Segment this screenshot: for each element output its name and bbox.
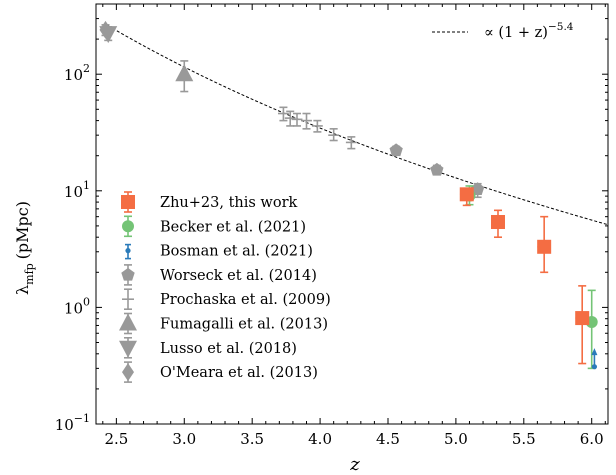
y-tick-label-exponent: −1 <box>74 412 90 425</box>
legend-label: Zhu+23, this work <box>160 195 297 211</box>
data-marks-layer <box>99 20 598 370</box>
point-marker <box>430 162 444 176</box>
y-tick-label-exponent: 0 <box>83 295 90 308</box>
data-point <box>345 136 357 150</box>
legend-marker <box>121 195 135 209</box>
legend-label: O'Meara et al. (2013) <box>160 365 318 381</box>
point-marker <box>537 239 552 254</box>
fit-legend-label-exponent: −5.4 <box>548 21 574 33</box>
fit-legend: ∝ (1 + z)−5.4 <box>432 21 574 41</box>
point-marker <box>490 215 505 230</box>
legend-entry: Prochaska et al. (2009) <box>122 288 331 311</box>
data-point <box>591 348 598 370</box>
y-axis-title-unit: (pMpc) <box>13 201 32 259</box>
data-point <box>301 112 312 130</box>
legend: Zhu+23, this work Becker et al. (2021) Bos… <box>119 191 331 383</box>
plot-frame <box>95 3 609 425</box>
x-tick-label: 5.5 <box>512 430 536 448</box>
x-tick-label: 2.5 <box>104 430 128 448</box>
data-point <box>430 162 444 176</box>
legend-label: Fumagalli et al. (2013) <box>160 317 328 333</box>
y-tick-label-exponent: 1 <box>83 179 90 192</box>
legend-entry: Lusso et al. (2018) <box>119 336 297 359</box>
y-axis-title-main: λ <box>13 285 32 295</box>
x-tick-label: 3.5 <box>240 430 264 448</box>
data-point <box>328 128 340 142</box>
legend-entry: Becker et al. (2021) <box>122 215 306 238</box>
lower-limit-arrow-head <box>591 348 598 356</box>
x-axis-title: z <box>349 454 360 475</box>
fit-legend-label-base: ∝ (1 + z) <box>484 25 548 41</box>
y-tick-label: 100 <box>64 295 90 317</box>
point-marker <box>471 182 485 195</box>
legend-label: Bosman et al. (2021) <box>160 244 313 260</box>
x-tick-label: 6.0 <box>580 430 604 448</box>
point-marker <box>591 364 598 370</box>
data-point <box>284 110 296 127</box>
legend-label: Becker et al. (2021) <box>160 219 306 235</box>
legend-entry: Worseck et al. (2014) <box>121 264 317 286</box>
y-tick-label-base: 10 <box>64 66 83 84</box>
y-tick-label: 101 <box>64 179 90 201</box>
data-point <box>575 285 590 365</box>
point-marker <box>389 143 403 157</box>
y-tick-label-base: 10 <box>64 299 83 317</box>
legend-marker <box>122 363 134 382</box>
legend-label: Worseck et al. (2014) <box>160 268 317 284</box>
legend-label: Prochaska et al. (2009) <box>160 292 331 308</box>
series-4 <box>277 106 357 150</box>
legend-label: Lusso et al. (2018) <box>160 341 297 357</box>
legend-entry: Zhu+23, this work <box>121 191 297 213</box>
legend-entry: Bosman et al. (2021) <box>125 244 313 260</box>
data-point <box>291 112 303 127</box>
series-0 <box>459 187 590 365</box>
series-1 <box>463 185 598 370</box>
data-point <box>585 289 598 370</box>
y-tick-label: 102 <box>64 62 90 84</box>
series-5 <box>175 60 194 93</box>
point-marker <box>459 187 474 202</box>
data-point <box>537 215 552 274</box>
point-marker <box>575 311 590 326</box>
data-point <box>99 20 112 39</box>
legend-marker <box>119 313 137 331</box>
y-axis-title-subscript: mfp <box>23 263 36 285</box>
data-point <box>311 119 323 133</box>
data-point <box>277 106 289 122</box>
data-point <box>175 60 194 93</box>
y-tick-label-exponent: 2 <box>83 62 90 75</box>
legend-entry: O'Meara et al. (2013) <box>122 361 318 383</box>
fit-line-layer <box>107 25 609 226</box>
legend-marker <box>122 220 134 233</box>
point-marker <box>99 20 112 39</box>
series-2 <box>591 348 598 370</box>
x-tick-label: 5.0 <box>444 430 468 448</box>
x-tick-label: 4.0 <box>308 430 332 448</box>
data-point <box>389 143 403 157</box>
legend-marker <box>121 267 135 281</box>
fit-line <box>107 25 609 226</box>
y-tick-label-base: 10 <box>55 416 74 434</box>
legend-entry: Fumagalli et al. (2013) <box>119 312 328 335</box>
fit-legend-label: ∝ (1 + z)−5.4 <box>484 21 574 41</box>
point-marker <box>175 64 194 82</box>
legend-marker <box>125 248 131 254</box>
series-7 <box>99 20 112 39</box>
data-point <box>490 209 505 238</box>
data-point <box>459 187 474 207</box>
y-tick-label: 10−1 <box>55 412 90 434</box>
y-axis-title: λmfp (pMpc) <box>13 201 36 295</box>
y-tick-label-base: 10 <box>64 183 83 201</box>
x-tick-label: 4.5 <box>376 430 400 448</box>
series-3 <box>389 143 485 199</box>
legend-marker <box>119 340 137 358</box>
x-tick-label: 3.0 <box>172 430 196 448</box>
